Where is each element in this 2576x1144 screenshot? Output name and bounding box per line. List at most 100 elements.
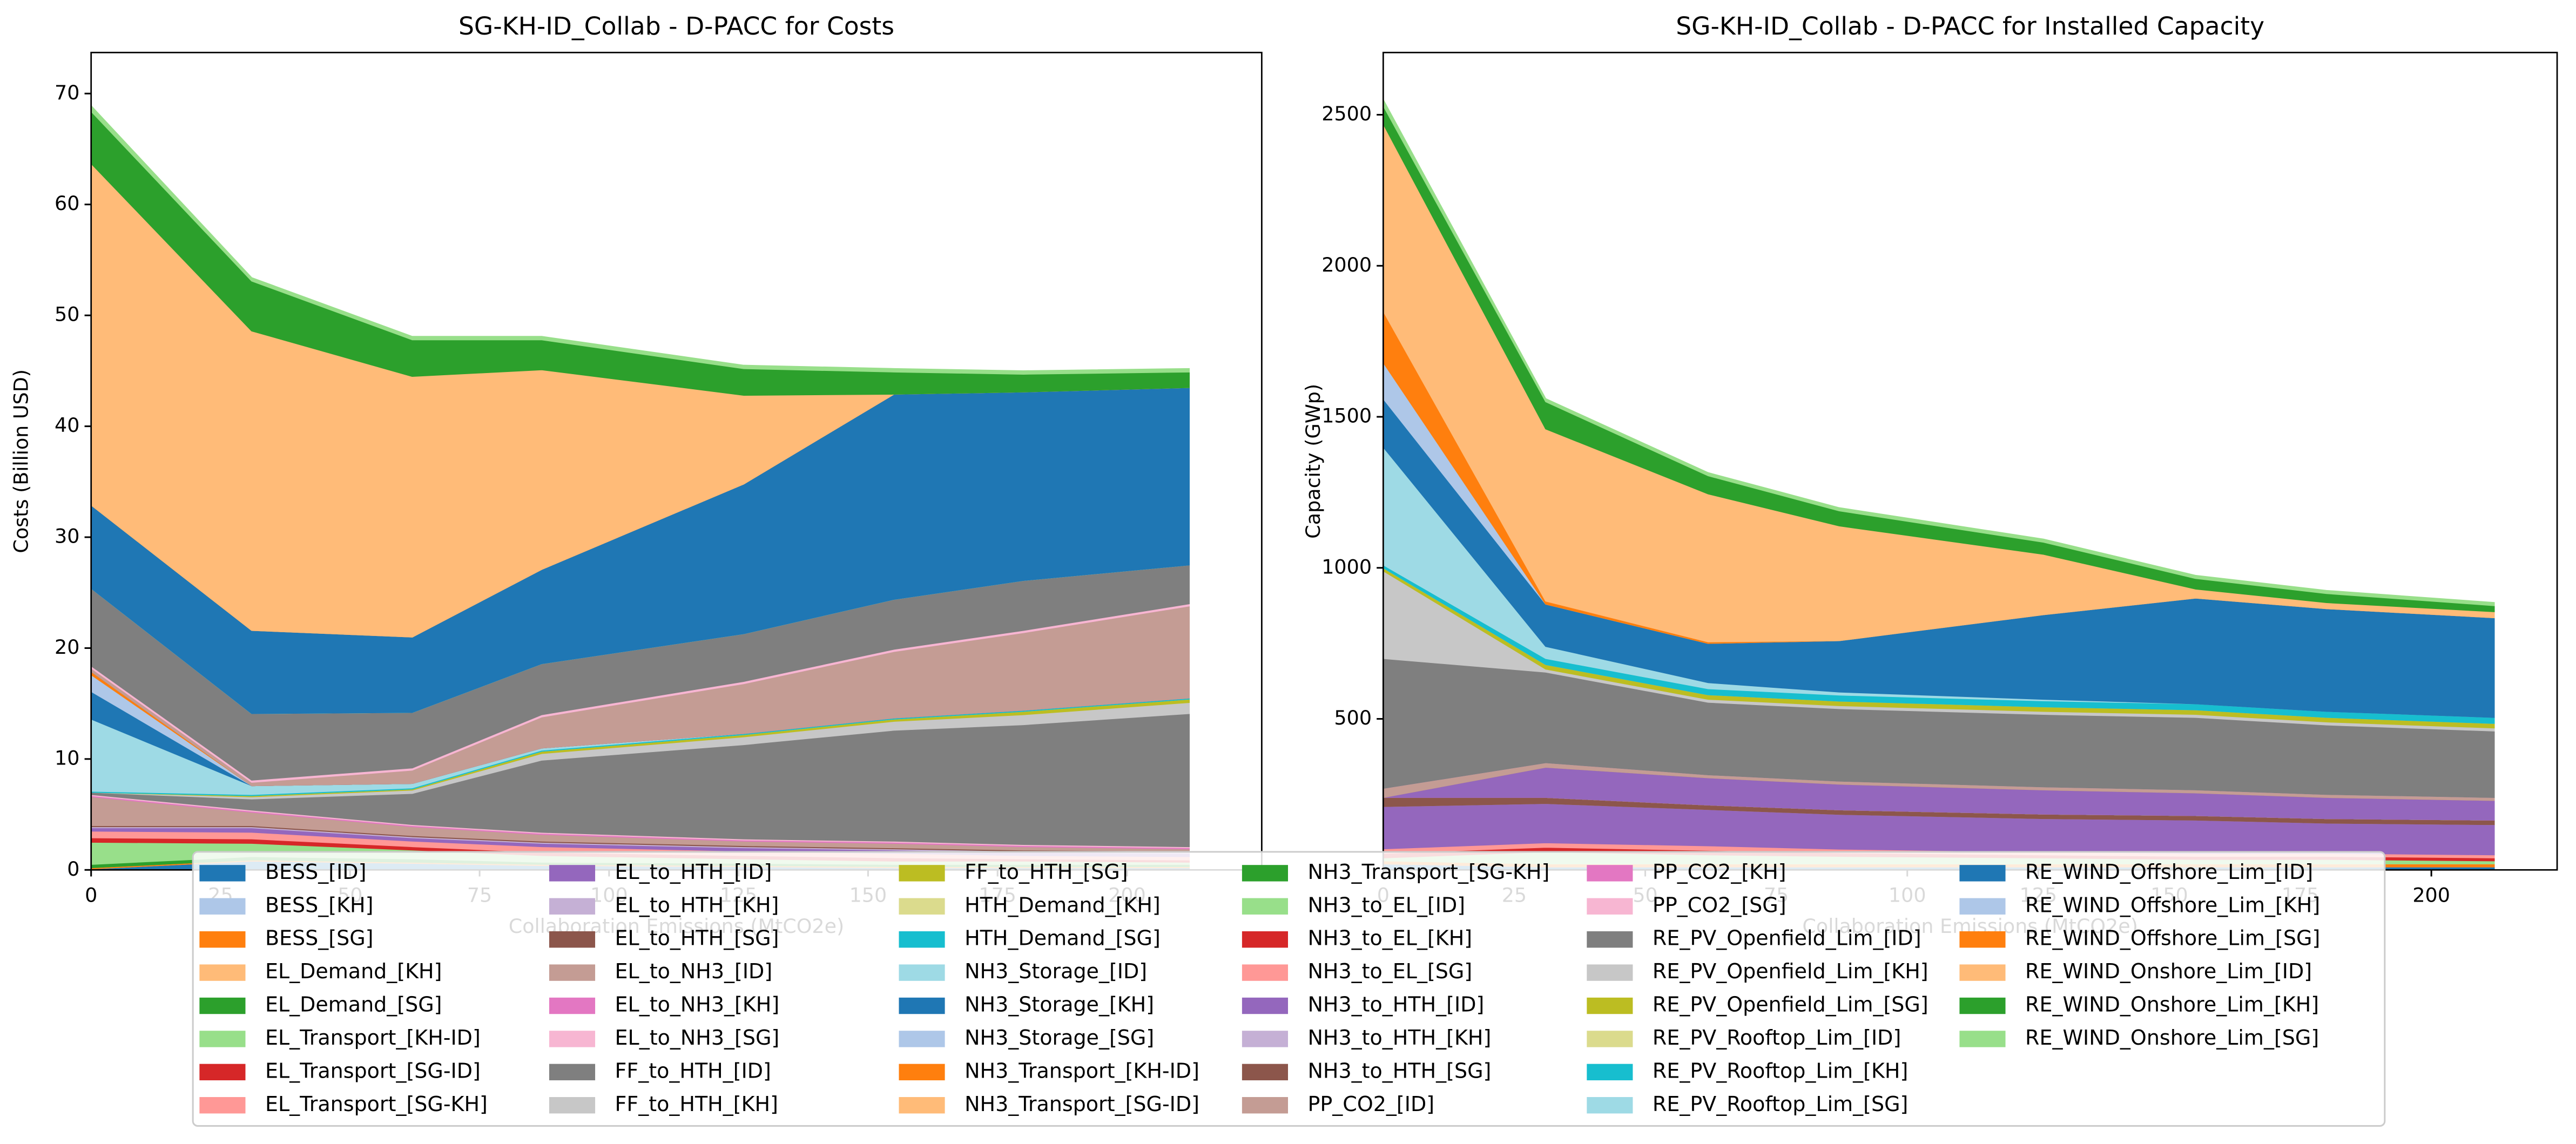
legend-label: HTH_Demand_[SG] [965,926,1161,950]
legend-label: NH3_Storage_[ID] [965,959,1147,983]
legend-swatch [199,1031,246,1047]
legend-swatch [899,865,945,882]
y-tick-label: 10 [55,746,79,769]
legend-label: PP_CO2_[KH] [1653,860,1786,884]
legend-label: PP_CO2_[SG] [1653,893,1786,917]
legend-swatch [549,1064,596,1081]
legend-label: NH3_to_HTH_[SG] [1307,1059,1491,1082]
y-tick-label: 1000 [1321,555,1372,578]
legend-label: FF_to_HTH_[SG] [965,860,1128,884]
legend-swatch [1587,865,1633,882]
legend-label: NH3_to_EL_[ID] [1307,893,1465,917]
legend-swatch [1587,964,1633,981]
legend-label: NH3_Storage_[SG] [965,1026,1154,1050]
legend-label: EL_to_NH3_[ID] [615,959,773,983]
legend-swatch [1242,1097,1288,1114]
legend-label: RE_WIND_Offshore_Lim_[KH] [2025,893,2320,917]
legend-label: BESS_[SG] [265,926,374,950]
legend-swatch [1242,898,1288,915]
legend-swatch [1242,1031,1288,1047]
legend-swatch [1959,997,2006,1014]
legend-label: EL_Transport_[SG-KH] [265,1092,488,1116]
x-tick-label: 0 [85,883,97,906]
y-axis-label: Costs (Billion USD) [10,369,33,553]
legend-swatch [1242,931,1288,948]
legend-swatch [549,1031,596,1047]
legend-label: EL_to_NH3_[KH] [615,993,780,1017]
y-tick-label: 50 [55,303,79,326]
legend-swatch [1242,997,1288,1014]
legend-label: EL_Demand_[KH] [265,959,442,983]
legend-label: NH3_to_EL_[SG] [1307,959,1472,983]
chart-title: SG-KH-ID_Collab - D-PACC for Costs [458,12,894,40]
y-tick-label: 20 [55,635,79,659]
legend-swatch [199,865,246,882]
legend-swatch [1959,931,2006,948]
legend-swatch [549,865,596,882]
legend-label: RE_PV_Openfield_Lim_[ID] [1653,926,1921,950]
legend-label: RE_WIND_Offshore_Lim_[SG] [2025,926,2320,950]
y-tick-label: 40 [55,414,79,437]
legend-label: NH3_Transport_[KH-ID] [965,1059,1199,1082]
legend-label: NH3_to_HTH_[KH] [1307,1026,1491,1050]
legend-label: RE_PV_Rooftop_Lim_[SG] [1653,1092,1908,1116]
legend-swatch [549,931,596,948]
legend-swatch [899,931,945,948]
legend-label: RE_PV_Rooftop_Lim_[KH] [1653,1059,1908,1082]
legend-swatch [1242,865,1288,882]
legend-label: EL_to_HTH_[SG] [615,926,779,950]
legend-frame [192,851,2386,1127]
legend-label: EL_to_HTH_[ID] [615,860,772,884]
legend-label: EL_to_HTH_[KH] [615,893,779,917]
area [1383,99,2495,606]
y-tick-label: 2000 [1321,253,1372,276]
legend-label: BESS_[ID] [265,860,366,884]
legend-label: RE_PV_Rooftop_Lim_[ID] [1653,1026,1901,1050]
legend-swatch [1587,997,1633,1014]
y-axis-label: Capacity (GWp) [1302,384,1325,539]
legend-label: RE_WIND_Onshore_Lim_[ID] [2025,959,2312,983]
legend-label: BESS_[KH] [265,893,373,917]
legend-label: RE_WIND_Onshore_Lim_[SG] [2025,1026,2319,1050]
legend-label: RE_WIND_Offshore_Lim_[ID] [2025,860,2313,884]
legend-label: EL_Transport_[SG-ID] [265,1059,481,1082]
legend-label: NH3_Transport_[SG-KH] [1307,860,1549,884]
legend: BESS_[ID] BESS_[KH] BESS_[SG] EL_Demand_[KH… [192,851,2386,1127]
legend-label: EL_Transport_[KH-ID] [265,1026,481,1050]
legend-label: EL_Demand_[SG] [265,993,442,1017]
legend-swatch [1587,898,1633,915]
legend-label: NH3_Transport_[SG-ID] [965,1092,1199,1116]
legend-swatch [549,997,596,1014]
legend-label: FF_to_HTH_[KH] [615,1092,778,1116]
legend-swatch [549,898,596,915]
legend-swatch [1587,1064,1633,1081]
legend-swatch [199,1064,246,1081]
legend-swatch [1959,898,2006,915]
y-tick-label: 2500 [1321,102,1372,125]
legend-label: HTH_Demand_[KH] [965,893,1161,917]
legend-swatch [1587,1097,1633,1114]
legend-swatch [899,898,945,915]
legend-swatch [199,964,246,981]
legend-swatch [549,964,596,981]
area [90,104,1190,375]
legend-swatch [899,1097,945,1114]
legend-swatch [549,1097,596,1114]
legend-swatch [1959,964,2006,981]
legend-swatch [1242,964,1288,981]
legend-label: FF_to_HTH_[ID] [615,1059,771,1082]
legend-swatch [199,997,246,1014]
area [1383,123,2495,642]
legend-label: RE_PV_Openfield_Lim_[SG] [1653,993,1928,1017]
legend-swatch [199,931,246,948]
x-tick-label: 200 [2412,883,2450,906]
legend-label: NH3_to_HTH_[ID] [1307,993,1484,1017]
legend-swatch [899,964,945,981]
legend-swatch [1959,865,2006,882]
y-tick-label: 30 [55,525,79,548]
y-tick-label: 60 [55,192,79,215]
legend-swatch [899,997,945,1014]
legend-label: NH3_Storage_[KH] [965,993,1154,1017]
